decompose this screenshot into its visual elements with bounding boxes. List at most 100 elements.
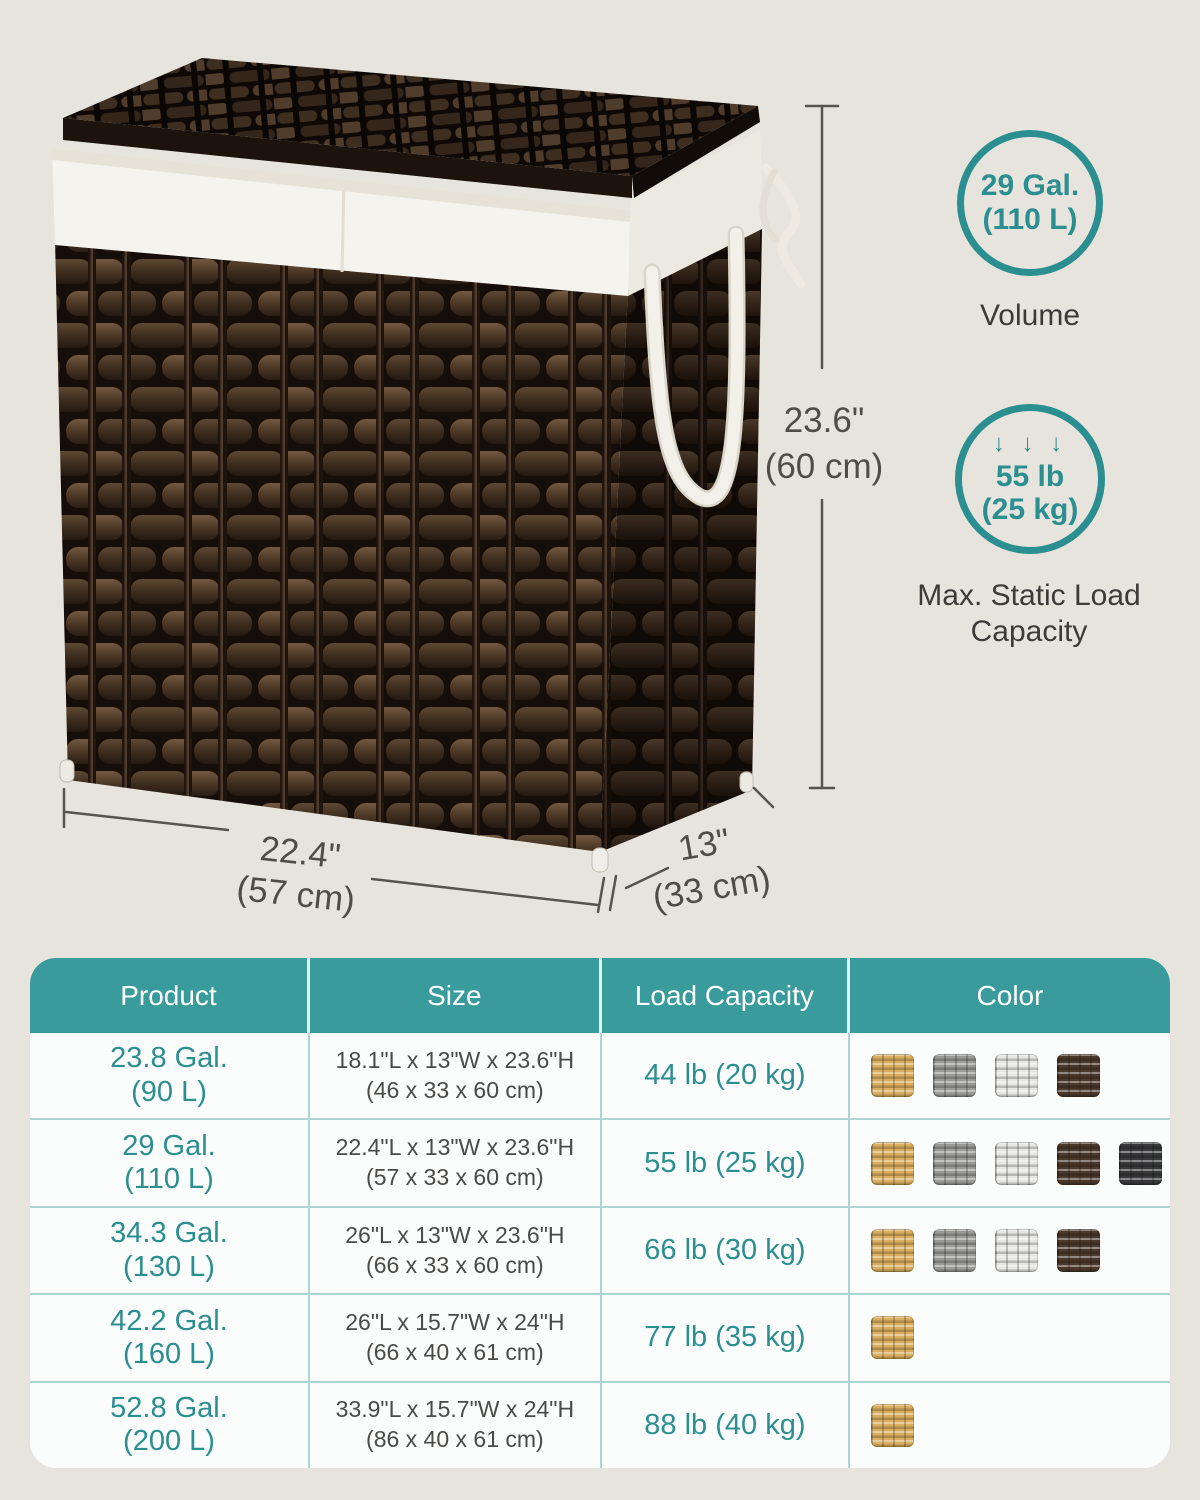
load-cell: 77 lb (35 kg) bbox=[602, 1295, 850, 1381]
color-swatch-natural bbox=[871, 1403, 914, 1447]
size-centimeters: (46 x 33 x 60 cm) bbox=[366, 1076, 544, 1103]
color-swatch-brown bbox=[1057, 1229, 1100, 1273]
liner-tie-ribbon bbox=[761, 163, 806, 289]
product-gallons: 42.2 Gal. bbox=[110, 1304, 228, 1337]
load-cell: 44 lb (20 kg) bbox=[602, 1033, 850, 1119]
color-swatch-black bbox=[1119, 1141, 1162, 1185]
product-gallons: 52.8 Gal. bbox=[110, 1391, 228, 1424]
size-centimeters: (66 x 33 x 60 cm) bbox=[366, 1251, 544, 1278]
liner-side-band bbox=[628, 130, 764, 296]
product-cell: 23.8 Gal. (90 L) bbox=[30, 1033, 310, 1119]
size-centimeters: (57 x 33 x 60 cm) bbox=[366, 1164, 544, 1191]
color-swatch-natural bbox=[871, 1229, 914, 1273]
dimension-lines bbox=[62, 104, 840, 914]
color-swatch-white bbox=[995, 1054, 1038, 1098]
table-row: 29 Gal. (110 L) 22.4"L x 13"W x 23.6"H (… bbox=[30, 1118, 1170, 1206]
size-centimeters: (66 x 40 x 61 cm) bbox=[366, 1338, 544, 1365]
header-load-capacity: Load Capacity bbox=[602, 958, 850, 1033]
load-capacity-badge: ↓ ↓ ↓ 55 lb (25 kg) bbox=[955, 404, 1105, 554]
hamper-foot-back-right bbox=[739, 771, 754, 793]
load-capacity-caption: Max. Static Load Capacity bbox=[879, 578, 1179, 650]
load-metric: (25 kg) bbox=[981, 493, 1079, 527]
load-cell: 66 lb (30 kg) bbox=[602, 1207, 850, 1294]
color-swatch-white bbox=[995, 1141, 1038, 1185]
color-swatch-brown bbox=[1057, 1141, 1100, 1185]
size-inches: 26"L x 13"W x 23.6"H bbox=[345, 1221, 565, 1248]
color-cell bbox=[850, 1295, 1170, 1380]
load-caption-line1: Max. Static Load bbox=[917, 579, 1141, 612]
hamper-illustration: 23.6" (60 cm) 22.4" (57 cm) 13" (33 cm) bbox=[52, 58, 884, 920]
size-cell: 18.1"L x 13"W x 23.6"H (46 x 33 x 60 cm) bbox=[310, 1033, 602, 1119]
size-inches: 18.1"L x 13"W x 23.6"H bbox=[335, 1046, 575, 1073]
hamper-body bbox=[52, 58, 806, 873]
size-cell: 33.9"L x 15.7"W x 24"H (86 x 40 x 61 cm) bbox=[310, 1382, 602, 1468]
color-swatch-natural bbox=[871, 1054, 914, 1098]
liner-seam bbox=[340, 181, 346, 273]
hamper-foot-left bbox=[59, 759, 75, 783]
product-gallons: 23.8 Gal. bbox=[110, 1042, 228, 1075]
product-cell: 52.8 Gal. (200 L) bbox=[30, 1382, 310, 1468]
color-cell bbox=[850, 1383, 1170, 1468]
volume-badge: 29 Gal. (110 L) bbox=[957, 130, 1103, 276]
header-color: Color bbox=[976, 979, 1044, 1011]
hamper-foot-front-right bbox=[591, 847, 609, 873]
liner-tie-ribbon-2 bbox=[759, 168, 780, 244]
volume-value: 29 Gal. bbox=[980, 169, 1080, 203]
load-value: 55 lb bbox=[995, 459, 1065, 493]
product-cell: 29 Gal. (110 L) bbox=[30, 1120, 310, 1206]
width-dimension-metric: (57 cm) bbox=[235, 869, 357, 920]
size-cell: 22.4"L x 13"W x 23.6"H (57 x 33 x 60 cm) bbox=[310, 1120, 602, 1206]
table-row: 34.3 Gal. (130 L) 26"L x 13"W x 23.6"H (… bbox=[30, 1205, 1170, 1294]
liner-top-fold bbox=[52, 148, 630, 222]
table-header-row: Product Size Load Capacity Color bbox=[30, 958, 1170, 1033]
color-swatch-gray bbox=[933, 1229, 976, 1273]
product-gallons: 34.3 Gal. bbox=[110, 1217, 228, 1250]
handle-strap bbox=[646, 228, 744, 505]
size-inches: 22.4"L x 13"W x 23.6"H bbox=[335, 1134, 575, 1161]
table-row: 42.2 Gal. (160 L) 26"L x 15.7"W x 24"H (… bbox=[30, 1293, 1170, 1381]
product-liters: (110 L) bbox=[124, 1163, 214, 1196]
color-cell bbox=[850, 1208, 1170, 1293]
hamper-front-face bbox=[55, 240, 628, 852]
load-cell: 88 lb (40 kg) bbox=[602, 1382, 850, 1468]
color-swatch-natural bbox=[871, 1316, 914, 1360]
lid-front-rim bbox=[63, 118, 632, 198]
color-swatch-natural bbox=[871, 1141, 914, 1185]
height-dimension-imperial: 23.6" bbox=[784, 401, 865, 440]
load-caption-line2: Capacity bbox=[970, 615, 1088, 648]
hamper-side-face bbox=[600, 228, 762, 852]
color-swatch-gray bbox=[933, 1054, 976, 1098]
down-arrows-icon: ↓ ↓ ↓ bbox=[992, 429, 1068, 457]
width-dimension-imperial: 22.4" bbox=[258, 829, 342, 876]
size-centimeters: (86 x 40 x 61 cm) bbox=[366, 1426, 544, 1453]
lid-side-rim bbox=[632, 106, 760, 198]
depth-dimension-imperial: 13" bbox=[675, 821, 732, 868]
color-cell bbox=[850, 1033, 1170, 1118]
product-liters: (200 L) bbox=[123, 1425, 215, 1458]
table-row: 23.8 Gal. (90 L) 18.1"L x 13"W x 23.6"H … bbox=[30, 1033, 1170, 1119]
color-cell bbox=[850, 1120, 1170, 1205]
header-product: Product bbox=[30, 958, 310, 1033]
product-liters: (130 L) bbox=[123, 1250, 215, 1283]
table-row: 52.8 Gal. (200 L) 33.9"L x 15.7"W x 24"H… bbox=[30, 1380, 1170, 1468]
load-cell: 55 lb (25 kg) bbox=[602, 1120, 850, 1206]
product-liters: (160 L) bbox=[123, 1337, 215, 1370]
product-liters: (90 L) bbox=[131, 1075, 207, 1108]
lid-top bbox=[63, 58, 758, 176]
product-gallons: 29 Gal. bbox=[122, 1129, 216, 1162]
height-dimension-metric: (60 cm) bbox=[765, 447, 884, 486]
header-size: Size bbox=[310, 958, 602, 1033]
size-comparison-table: Product Size Load Capacity Color 23.8 Ga… bbox=[30, 958, 1170, 1468]
size-inches: 26"L x 15.7"W x 24"H bbox=[345, 1309, 565, 1336]
size-cell: 26"L x 15.7"W x 24"H (66 x 40 x 61 cm) bbox=[310, 1295, 602, 1381]
color-swatch-white bbox=[995, 1229, 1038, 1273]
size-inches: 33.9"L x 15.7"W x 24"H bbox=[335, 1396, 575, 1423]
size-cell: 26"L x 13"W x 23.6"H (66 x 33 x 60 cm) bbox=[310, 1207, 602, 1294]
product-cell: 42.2 Gal. (160 L) bbox=[30, 1295, 310, 1381]
product-cell: 34.3 Gal. (130 L) bbox=[30, 1207, 310, 1294]
liner-front-band bbox=[52, 148, 630, 296]
volume-caption: Volume bbox=[979, 299, 1081, 332]
color-swatch-gray bbox=[933, 1141, 976, 1185]
volume-metric: (110 L) bbox=[982, 203, 1078, 236]
